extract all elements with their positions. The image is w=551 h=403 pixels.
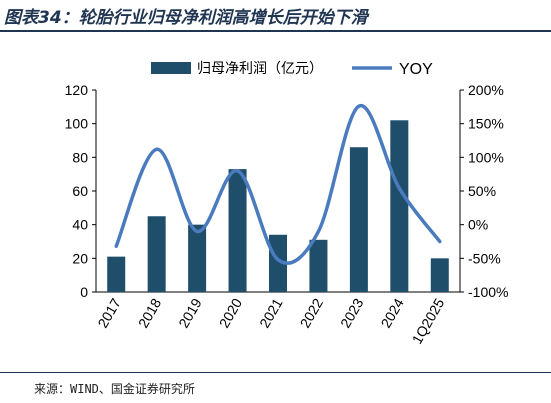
right-axis-tick-label: 50% <box>468 183 496 199</box>
bar <box>309 239 328 292</box>
x-axis-tick-label: 2024 <box>377 295 407 330</box>
source-divider <box>0 372 551 373</box>
right-axis-tick-label: 0% <box>468 217 488 233</box>
x-axis-tick-label: 1Q2025 <box>409 295 448 346</box>
source-note: 来源：WIND、国金证券研究所 <box>34 382 195 396</box>
x-axis-tick-label: 2023 <box>337 295 367 330</box>
right-axis-tick-label: 150% <box>468 116 504 132</box>
left-axis-tick-label: 60 <box>72 183 88 199</box>
right-axis-tick-label: -100% <box>468 284 508 300</box>
left-axis-tick-label: 100 <box>65 116 89 132</box>
chart-title: 图表34：轮胎行业归母净利润高增长后开始下滑 <box>4 8 368 28</box>
right-axis-tick-label: 100% <box>468 149 504 165</box>
bar <box>147 216 166 292</box>
bar <box>349 147 368 292</box>
x-axis-tick-label: 2021 <box>256 295 286 330</box>
yoy-series <box>114 104 442 265</box>
bar <box>188 224 207 292</box>
x-axis-tick-label: 2019 <box>175 295 205 330</box>
left-axis-tick-label: 120 <box>65 82 89 98</box>
legend-bar-swatch <box>151 62 191 74</box>
right-axis-tick-label: 200% <box>468 82 504 98</box>
bar <box>390 120 409 292</box>
x-axis-tick-label: 2022 <box>297 295 327 330</box>
legend: 归母净利润（亿元） YOY <box>151 60 433 78</box>
x-axis-tick-label: 2018 <box>135 295 165 330</box>
bar <box>107 256 126 292</box>
legend-line-label: YOY <box>399 61 433 78</box>
bar <box>228 169 247 292</box>
bar-series <box>107 120 449 292</box>
x-axis-tick-label: 2017 <box>94 295 124 330</box>
x-axis-tick-label: 2020 <box>216 295 246 330</box>
bar <box>269 234 287 292</box>
left-axis-tick-label: 40 <box>72 217 88 233</box>
left-axis-tick-label: 20 <box>72 250 88 266</box>
left-axis-tick-label: 0 <box>80 284 88 300</box>
right-axis-tick-label: -50% <box>468 250 501 266</box>
title-divider <box>0 30 551 32</box>
axes: 0 20 40 60 80 100 120 -100% -50% 0% 50% 100% 150% 200… <box>65 82 509 347</box>
bar <box>430 258 449 292</box>
chart-svg: 归母净利润（亿元） YOY 0 20 40 60 80 100 120 -100% -50% 0% 5… <box>65 60 509 347</box>
legend-bar-label: 归母净利润（亿元） <box>197 60 323 76</box>
left-axis-tick-label: 80 <box>72 149 88 165</box>
